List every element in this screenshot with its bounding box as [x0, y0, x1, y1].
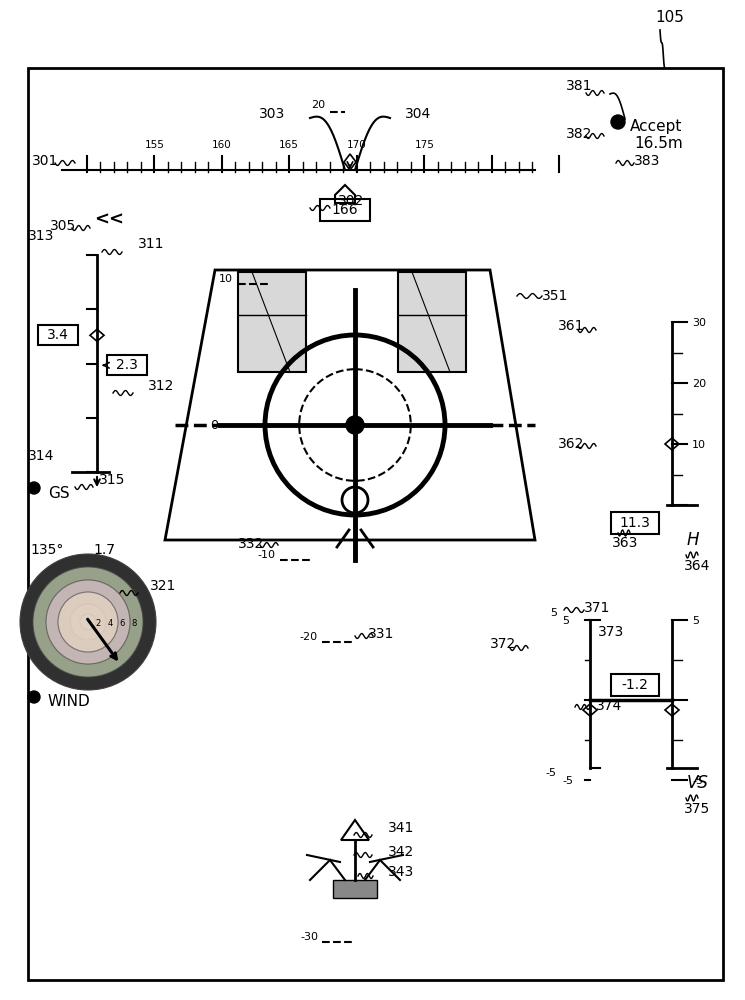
Text: 311: 311 [138, 237, 165, 251]
Text: -5: -5 [692, 776, 703, 786]
Text: 4: 4 [107, 619, 112, 628]
Text: -1.2: -1.2 [621, 678, 648, 692]
Text: 373: 373 [598, 625, 624, 639]
Text: H: H [687, 531, 700, 549]
Text: 160: 160 [212, 140, 232, 150]
Text: 16.5m: 16.5m [634, 136, 682, 151]
Text: 1.7: 1.7 [93, 543, 115, 557]
Text: 343: 343 [388, 865, 414, 879]
Text: 363: 363 [612, 536, 638, 550]
Text: 3.4: 3.4 [47, 328, 69, 342]
Circle shape [33, 567, 143, 677]
Text: -20: -20 [300, 632, 318, 642]
Text: -10: -10 [257, 550, 275, 560]
Text: 321: 321 [150, 579, 177, 593]
Text: 331: 331 [368, 627, 394, 641]
Text: 11.3: 11.3 [620, 516, 650, 530]
FancyBboxPatch shape [611, 674, 659, 696]
Text: 371: 371 [584, 601, 610, 615]
Text: 135°: 135° [30, 543, 63, 557]
Text: 374: 374 [596, 699, 622, 713]
Text: 2.3: 2.3 [116, 358, 138, 372]
Text: 312: 312 [148, 379, 174, 393]
Text: 372: 372 [490, 637, 516, 651]
Text: 170: 170 [347, 140, 367, 150]
FancyBboxPatch shape [320, 199, 370, 221]
Text: 30: 30 [692, 318, 706, 328]
Text: <<: << [94, 211, 124, 229]
Text: 375: 375 [684, 802, 710, 816]
Circle shape [46, 580, 130, 664]
Text: 5: 5 [692, 616, 699, 626]
Circle shape [346, 416, 364, 434]
Text: 5: 5 [562, 616, 569, 626]
Text: 341: 341 [388, 821, 414, 835]
Text: 155: 155 [145, 140, 164, 150]
Text: 342: 342 [388, 845, 414, 859]
Text: -5: -5 [545, 768, 556, 778]
Text: -30: -30 [300, 932, 318, 942]
Circle shape [58, 592, 118, 652]
Circle shape [611, 115, 625, 129]
Text: 20: 20 [311, 100, 325, 110]
FancyBboxPatch shape [333, 880, 377, 898]
Text: 315: 315 [99, 473, 125, 487]
Text: 165: 165 [279, 140, 299, 150]
Text: 364: 364 [684, 559, 711, 573]
Text: 303: 303 [259, 107, 285, 121]
Text: 361: 361 [558, 319, 585, 333]
Text: 314: 314 [28, 449, 54, 463]
Circle shape [28, 691, 40, 703]
Text: 6: 6 [119, 619, 124, 628]
FancyBboxPatch shape [398, 272, 466, 372]
Circle shape [80, 614, 96, 630]
Text: 301: 301 [32, 154, 58, 168]
Text: WIND: WIND [48, 694, 91, 708]
FancyBboxPatch shape [238, 272, 306, 372]
Text: 8: 8 [131, 619, 136, 628]
Text: 0: 0 [210, 419, 218, 432]
Text: 175: 175 [414, 140, 434, 150]
Text: 302: 302 [338, 194, 364, 208]
FancyBboxPatch shape [38, 325, 78, 345]
Text: 304: 304 [405, 107, 431, 121]
Text: 351: 351 [542, 289, 568, 303]
Circle shape [46, 580, 130, 664]
Text: 2: 2 [95, 619, 101, 628]
Text: 381: 381 [566, 79, 592, 93]
Text: -5: -5 [562, 776, 573, 786]
Text: 166: 166 [332, 203, 358, 217]
Circle shape [20, 554, 156, 690]
Text: 5: 5 [550, 608, 557, 618]
Text: 313: 313 [28, 229, 54, 243]
Circle shape [58, 592, 118, 652]
Text: 105: 105 [655, 10, 684, 25]
FancyBboxPatch shape [107, 355, 147, 375]
Text: 332: 332 [238, 537, 264, 551]
Circle shape [70, 604, 106, 640]
Text: 382: 382 [566, 127, 592, 141]
Text: 20: 20 [692, 379, 706, 389]
Text: 362: 362 [558, 437, 584, 451]
Text: VS: VS [687, 774, 709, 792]
FancyBboxPatch shape [611, 512, 659, 534]
Circle shape [28, 482, 40, 494]
Text: GS: GS [48, 486, 69, 500]
Text: 383: 383 [634, 154, 660, 168]
Text: 10: 10 [219, 274, 233, 284]
Text: 305: 305 [50, 219, 76, 233]
Circle shape [33, 567, 143, 677]
Text: 10: 10 [692, 440, 706, 450]
Text: Accept: Accept [630, 118, 682, 133]
